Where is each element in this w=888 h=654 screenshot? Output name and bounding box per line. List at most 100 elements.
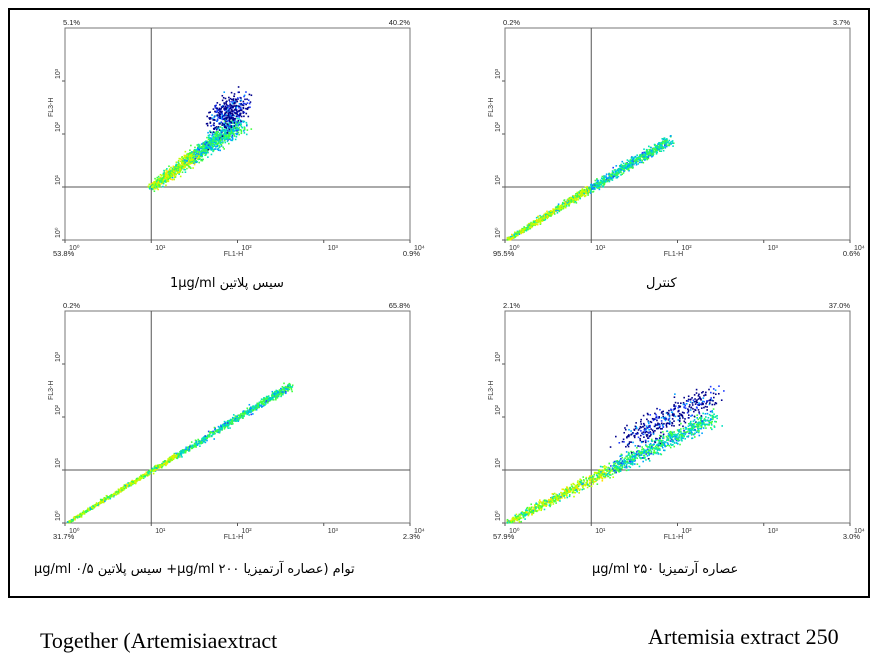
event-dot (218, 145, 221, 147)
event-dot (208, 433, 211, 436)
event-dot (166, 170, 169, 173)
event-dot (664, 138, 666, 140)
event-dot (680, 422, 682, 425)
event-dot (571, 195, 574, 198)
event-dot (217, 116, 220, 119)
event-dot (597, 181, 600, 184)
event-dot (152, 183, 155, 185)
event-dot (216, 143, 218, 146)
event-dot (192, 161, 195, 163)
event-dot (239, 109, 242, 112)
event-dot (179, 168, 182, 171)
event-dot (177, 168, 180, 170)
event-dot (148, 469, 151, 472)
event-dot (176, 455, 179, 457)
event-dot (237, 420, 240, 422)
event-dot (276, 393, 279, 395)
event-dot (255, 408, 258, 411)
event-dot (558, 499, 560, 502)
event-dot (72, 519, 74, 521)
event-dot (516, 515, 519, 518)
event-dot (218, 113, 221, 116)
event-dot (148, 187, 151, 190)
event-dot (204, 435, 207, 437)
y-tick-label: 10² (495, 404, 502, 415)
event-dot (287, 388, 290, 391)
event-dot (196, 161, 198, 163)
event-dot (535, 218, 538, 221)
event-dot (136, 479, 139, 482)
event-dot (227, 114, 230, 117)
event-dot (550, 213, 553, 216)
event-dot (246, 123, 248, 126)
event-dot (164, 462, 167, 465)
event-dot (657, 442, 660, 445)
event-dot (228, 130, 231, 133)
event-dot (710, 422, 713, 424)
event-dot (643, 148, 645, 151)
event-dot (638, 155, 641, 158)
event-dot (211, 133, 214, 135)
event-dot (289, 385, 291, 388)
event-dot (225, 111, 228, 114)
event-dot (206, 147, 209, 150)
event-dot (239, 414, 241, 416)
event-dot (217, 428, 220, 431)
event-dot (518, 231, 520, 233)
event-dot (638, 158, 640, 161)
event-dot (189, 163, 191, 165)
event-dot (221, 118, 224, 121)
event-dot (538, 218, 540, 220)
event-dot (680, 438, 683, 441)
event-dot (557, 209, 559, 212)
event-dot (580, 192, 582, 195)
event-dot (217, 130, 219, 133)
event-dot (567, 201, 570, 203)
event-dot (617, 172, 620, 175)
event-dot (263, 397, 265, 399)
event-dot (228, 118, 231, 120)
x-tick-label: 10³ (768, 528, 779, 535)
event-dot (205, 149, 207, 152)
event-dot (214, 126, 216, 129)
event-dot (260, 406, 263, 408)
event-dot (629, 458, 632, 461)
event-dot (632, 160, 635, 163)
event-dot (616, 460, 618, 462)
event-dot (187, 154, 190, 157)
event-dot (156, 180, 158, 183)
event-dot (611, 179, 614, 181)
event-dot (620, 168, 622, 171)
event-dot (230, 121, 233, 124)
event-dot (637, 160, 639, 163)
event-dot (653, 440, 656, 442)
event-dot (194, 157, 197, 160)
event-dot (194, 150, 196, 152)
event-dot (620, 174, 622, 176)
event-dot (173, 454, 176, 457)
event-dot (171, 178, 174, 181)
event-dot (216, 118, 219, 121)
event-dot (209, 139, 211, 141)
event-dot (247, 409, 249, 411)
event-dot (154, 465, 156, 468)
y-tick-label: 10³ (55, 68, 62, 79)
event-dot (285, 391, 287, 393)
event-dot (184, 171, 187, 173)
event-dot (240, 102, 242, 105)
event-dot (590, 183, 593, 186)
event-dot (579, 194, 582, 197)
event-dot (177, 169, 180, 172)
event-dot (514, 235, 517, 238)
event-dot (236, 132, 239, 135)
event-dot (182, 450, 185, 453)
event-dot (658, 145, 661, 147)
event-dot (221, 427, 223, 430)
event-dot (208, 111, 210, 114)
quadrant-percent-upper-left: 5.1% (63, 18, 80, 27)
event-dot (238, 109, 240, 112)
event-dot (603, 180, 606, 182)
event-dot (280, 393, 283, 395)
event-dot (574, 485, 577, 488)
event-dot (235, 98, 238, 101)
